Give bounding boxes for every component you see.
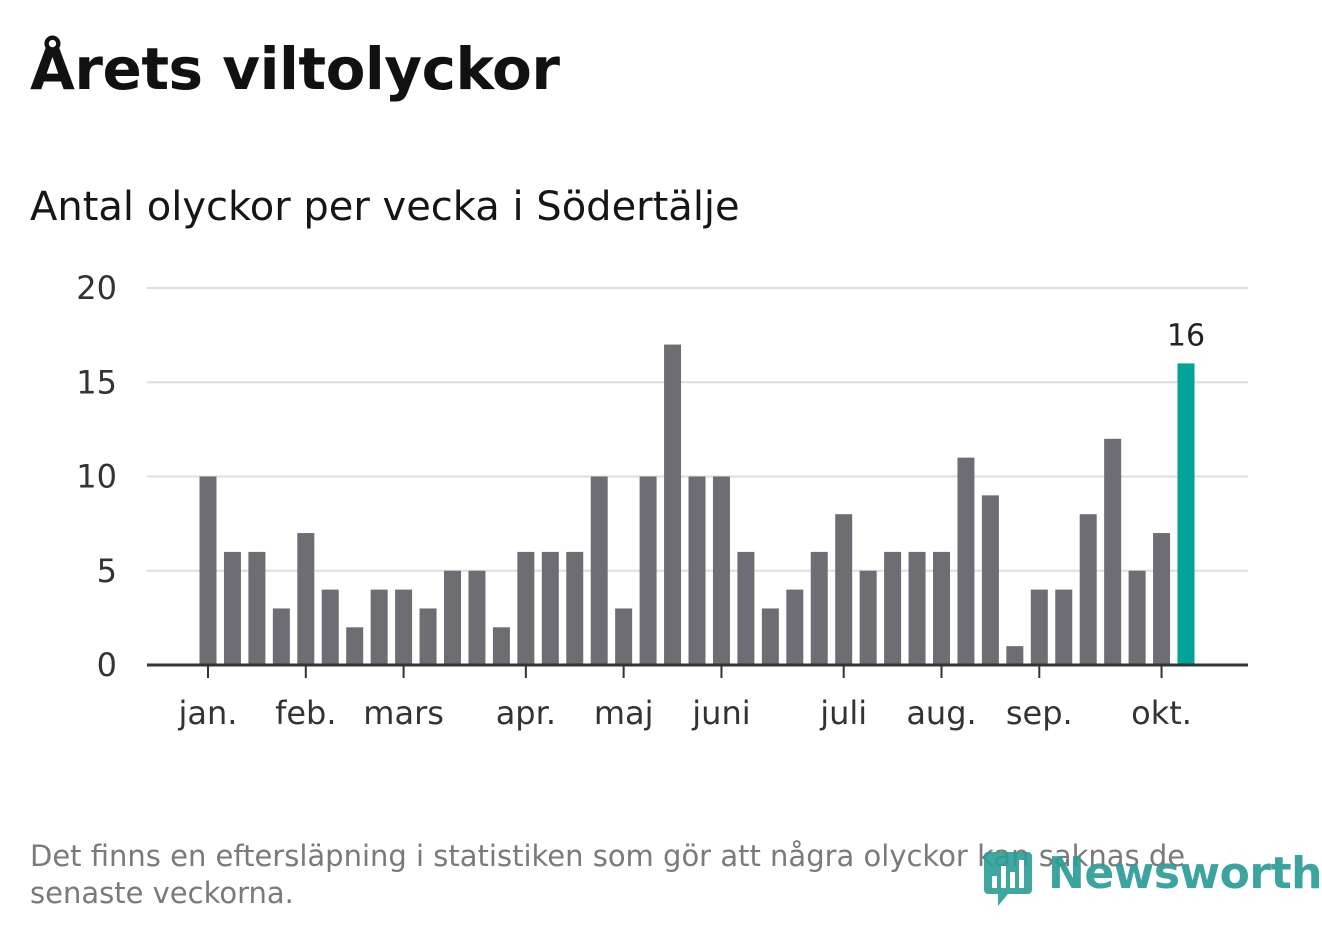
bar	[737, 551, 755, 665]
bar-value-label: 16	[1167, 318, 1205, 353]
newsworthy-wordmark: Newsworthy	[1048, 848, 1322, 899]
bar	[1079, 514, 1097, 665]
bar	[933, 551, 950, 665]
bar	[688, 476, 706, 665]
bar	[566, 551, 584, 665]
bar	[1128, 570, 1146, 665]
x-tick-label-maj: maj	[594, 694, 654, 732]
bar	[248, 551, 266, 665]
bar	[786, 589, 804, 665]
newsworthy-logo[interactable]: Newsworthy	[982, 846, 1322, 912]
bars: 16	[199, 318, 1205, 665]
bar	[395, 589, 413, 665]
bar-chart: 0 5 10 15 20 16 jan. feb. mars apr. maj juni juli a…	[76, 269, 1248, 732]
x-tick-label-sep: sep.	[1006, 694, 1073, 732]
chart-title: Årets viltolyckor	[30, 35, 560, 103]
bar	[590, 476, 608, 665]
bar	[981, 495, 999, 665]
bar	[957, 457, 975, 665]
x-tick-label-aug: aug.	[906, 694, 976, 732]
x-tick-label-mars: mars	[363, 694, 444, 732]
bar	[664, 344, 682, 665]
bar	[444, 570, 461, 665]
bar	[370, 589, 388, 665]
bar	[297, 533, 315, 665]
bar	[1055, 589, 1073, 665]
bar	[908, 551, 926, 665]
bar	[810, 551, 828, 665]
bar	[884, 551, 902, 665]
bar	[1030, 589, 1048, 665]
y-tick-label-15: 15	[76, 363, 117, 401]
bar	[419, 608, 437, 665]
bar	[199, 476, 217, 665]
x-tick-label-apr: apr.	[496, 694, 556, 732]
bar	[468, 570, 486, 665]
x-tick-label-okt: okt.	[1131, 694, 1192, 732]
y-tick-label-5: 5	[97, 552, 117, 590]
bar	[492, 627, 510, 665]
bar	[712, 476, 730, 665]
bar	[541, 551, 559, 665]
bar	[223, 551, 241, 665]
y-axis-ticks: 0 5 10 15 20	[76, 269, 117, 684]
x-tick-label-juni: juni	[691, 694, 750, 732]
x-tick-label-jan: jan.	[178, 694, 238, 732]
bar	[615, 608, 633, 665]
bar	[1104, 438, 1122, 665]
chart-subtitle: Antal olyckor per vecka i Södertälje	[30, 184, 740, 230]
y-tick-label-10: 10	[76, 458, 117, 496]
bar	[272, 608, 290, 665]
bar	[639, 476, 657, 665]
bar-highlight	[1177, 363, 1195, 665]
x-tick-label-feb: feb.	[275, 694, 336, 732]
bar	[859, 570, 877, 665]
bar	[761, 608, 779, 665]
bar	[1153, 533, 1171, 665]
bar	[517, 551, 535, 665]
x-axis-ticks: jan. feb. mars apr. maj juni juli aug. sep. okt.	[178, 665, 1192, 732]
x-tick-label-juli: juli	[819, 694, 867, 732]
bar	[835, 514, 853, 665]
bar	[321, 589, 339, 665]
newsworthy-bar-chart-icon	[984, 852, 1032, 906]
y-tick-label-0: 0	[97, 646, 117, 684]
y-tick-label-20: 20	[76, 269, 117, 307]
bar	[1006, 646, 1024, 665]
bar	[346, 627, 364, 665]
